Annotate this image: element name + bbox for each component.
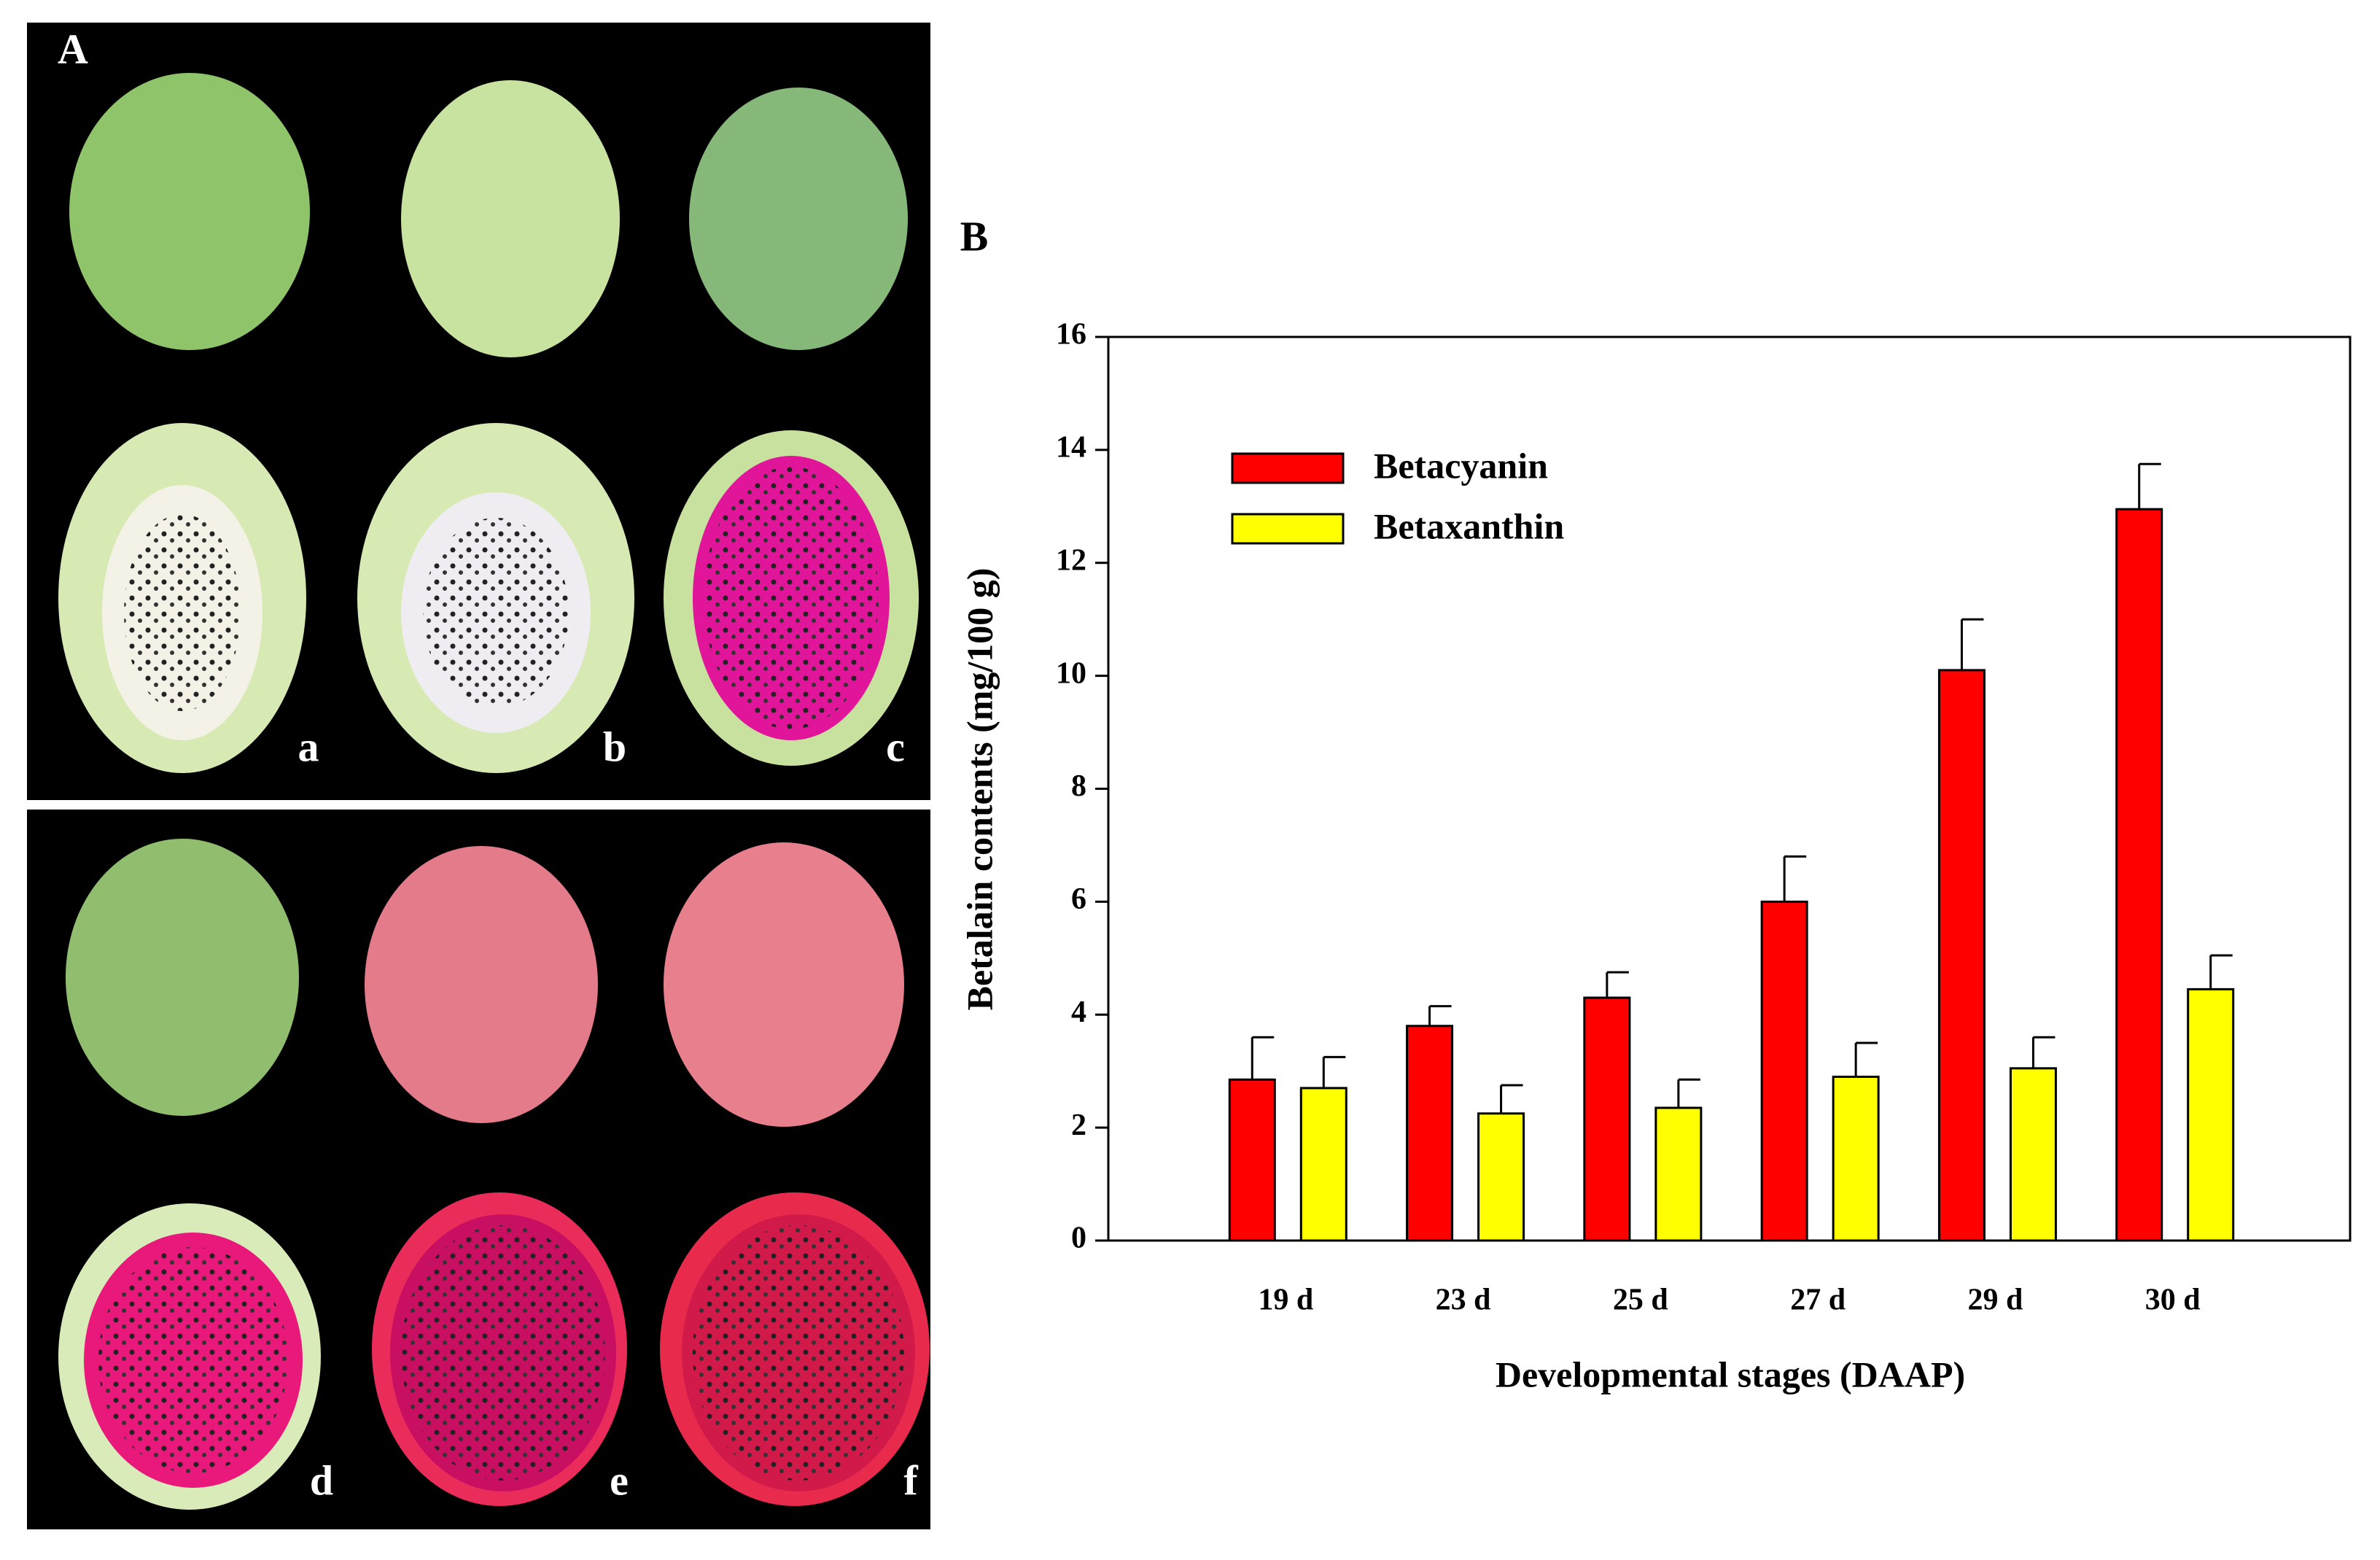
bar <box>1477 1112 1525 1242</box>
bar <box>1583 996 1631 1242</box>
x-tick-label: 27 d <box>1790 1284 1846 1317</box>
bar <box>1937 669 1986 1242</box>
y-tick-label: 14 <box>1056 431 1086 465</box>
fruit-whole <box>66 839 904 1127</box>
legend-swatch <box>1231 513 1345 545</box>
photo-label: f <box>903 1456 918 1504</box>
y-tick-label: 12 <box>1056 543 1086 577</box>
y-tick-label: 4 <box>1071 996 1086 1029</box>
y-tick-label: 6 <box>1071 882 1086 916</box>
bar <box>1406 1025 1454 1242</box>
bar <box>1760 900 1808 1242</box>
photo-label: b <box>603 723 626 770</box>
bar <box>2115 508 2163 1242</box>
panel-label: A <box>58 25 88 72</box>
fruit-whole <box>69 73 908 357</box>
x-tick-label: 30 d <box>2145 1284 2201 1317</box>
photo-label: d <box>310 1456 333 1504</box>
x-tick-label: 23 d <box>1436 1284 1491 1317</box>
y-tick-label: 8 <box>1071 769 1086 803</box>
x-tick-label: 19 d <box>1258 1284 1313 1317</box>
panel-label: B <box>960 212 989 260</box>
photo-label: c <box>886 723 905 770</box>
bar <box>1654 1106 1703 1242</box>
x-tick-label: 25 d <box>1613 1284 1668 1317</box>
bar <box>2009 1067 2057 1242</box>
x-axis-label: Developmental stages (DAAP) <box>1496 1354 1965 1394</box>
y-tick-label: 16 <box>1056 318 1086 352</box>
photo-label: a <box>298 723 319 770</box>
y-tick-label: 2 <box>1071 1109 1086 1142</box>
fruit-cut <box>58 423 919 773</box>
y-tick-label: 10 <box>1056 656 1086 690</box>
legend-label: Betaxanthin <box>1374 505 1564 546</box>
photo-label: e <box>610 1456 629 1504</box>
y-axis-label: Betalain contents (mg/100 g) <box>959 568 1000 1011</box>
y-tick-label: 0 <box>1071 1222 1086 1255</box>
legend-swatch <box>1231 452 1345 484</box>
bar <box>2187 987 2235 1242</box>
x-tick-label: 29 d <box>1967 1284 2023 1317</box>
fruit-cut <box>58 1192 930 1510</box>
bar <box>1228 1078 1276 1242</box>
legend-label: Betacyanin <box>1374 445 1548 486</box>
bar <box>1299 1087 1348 1242</box>
bar <box>1832 1075 1880 1242</box>
